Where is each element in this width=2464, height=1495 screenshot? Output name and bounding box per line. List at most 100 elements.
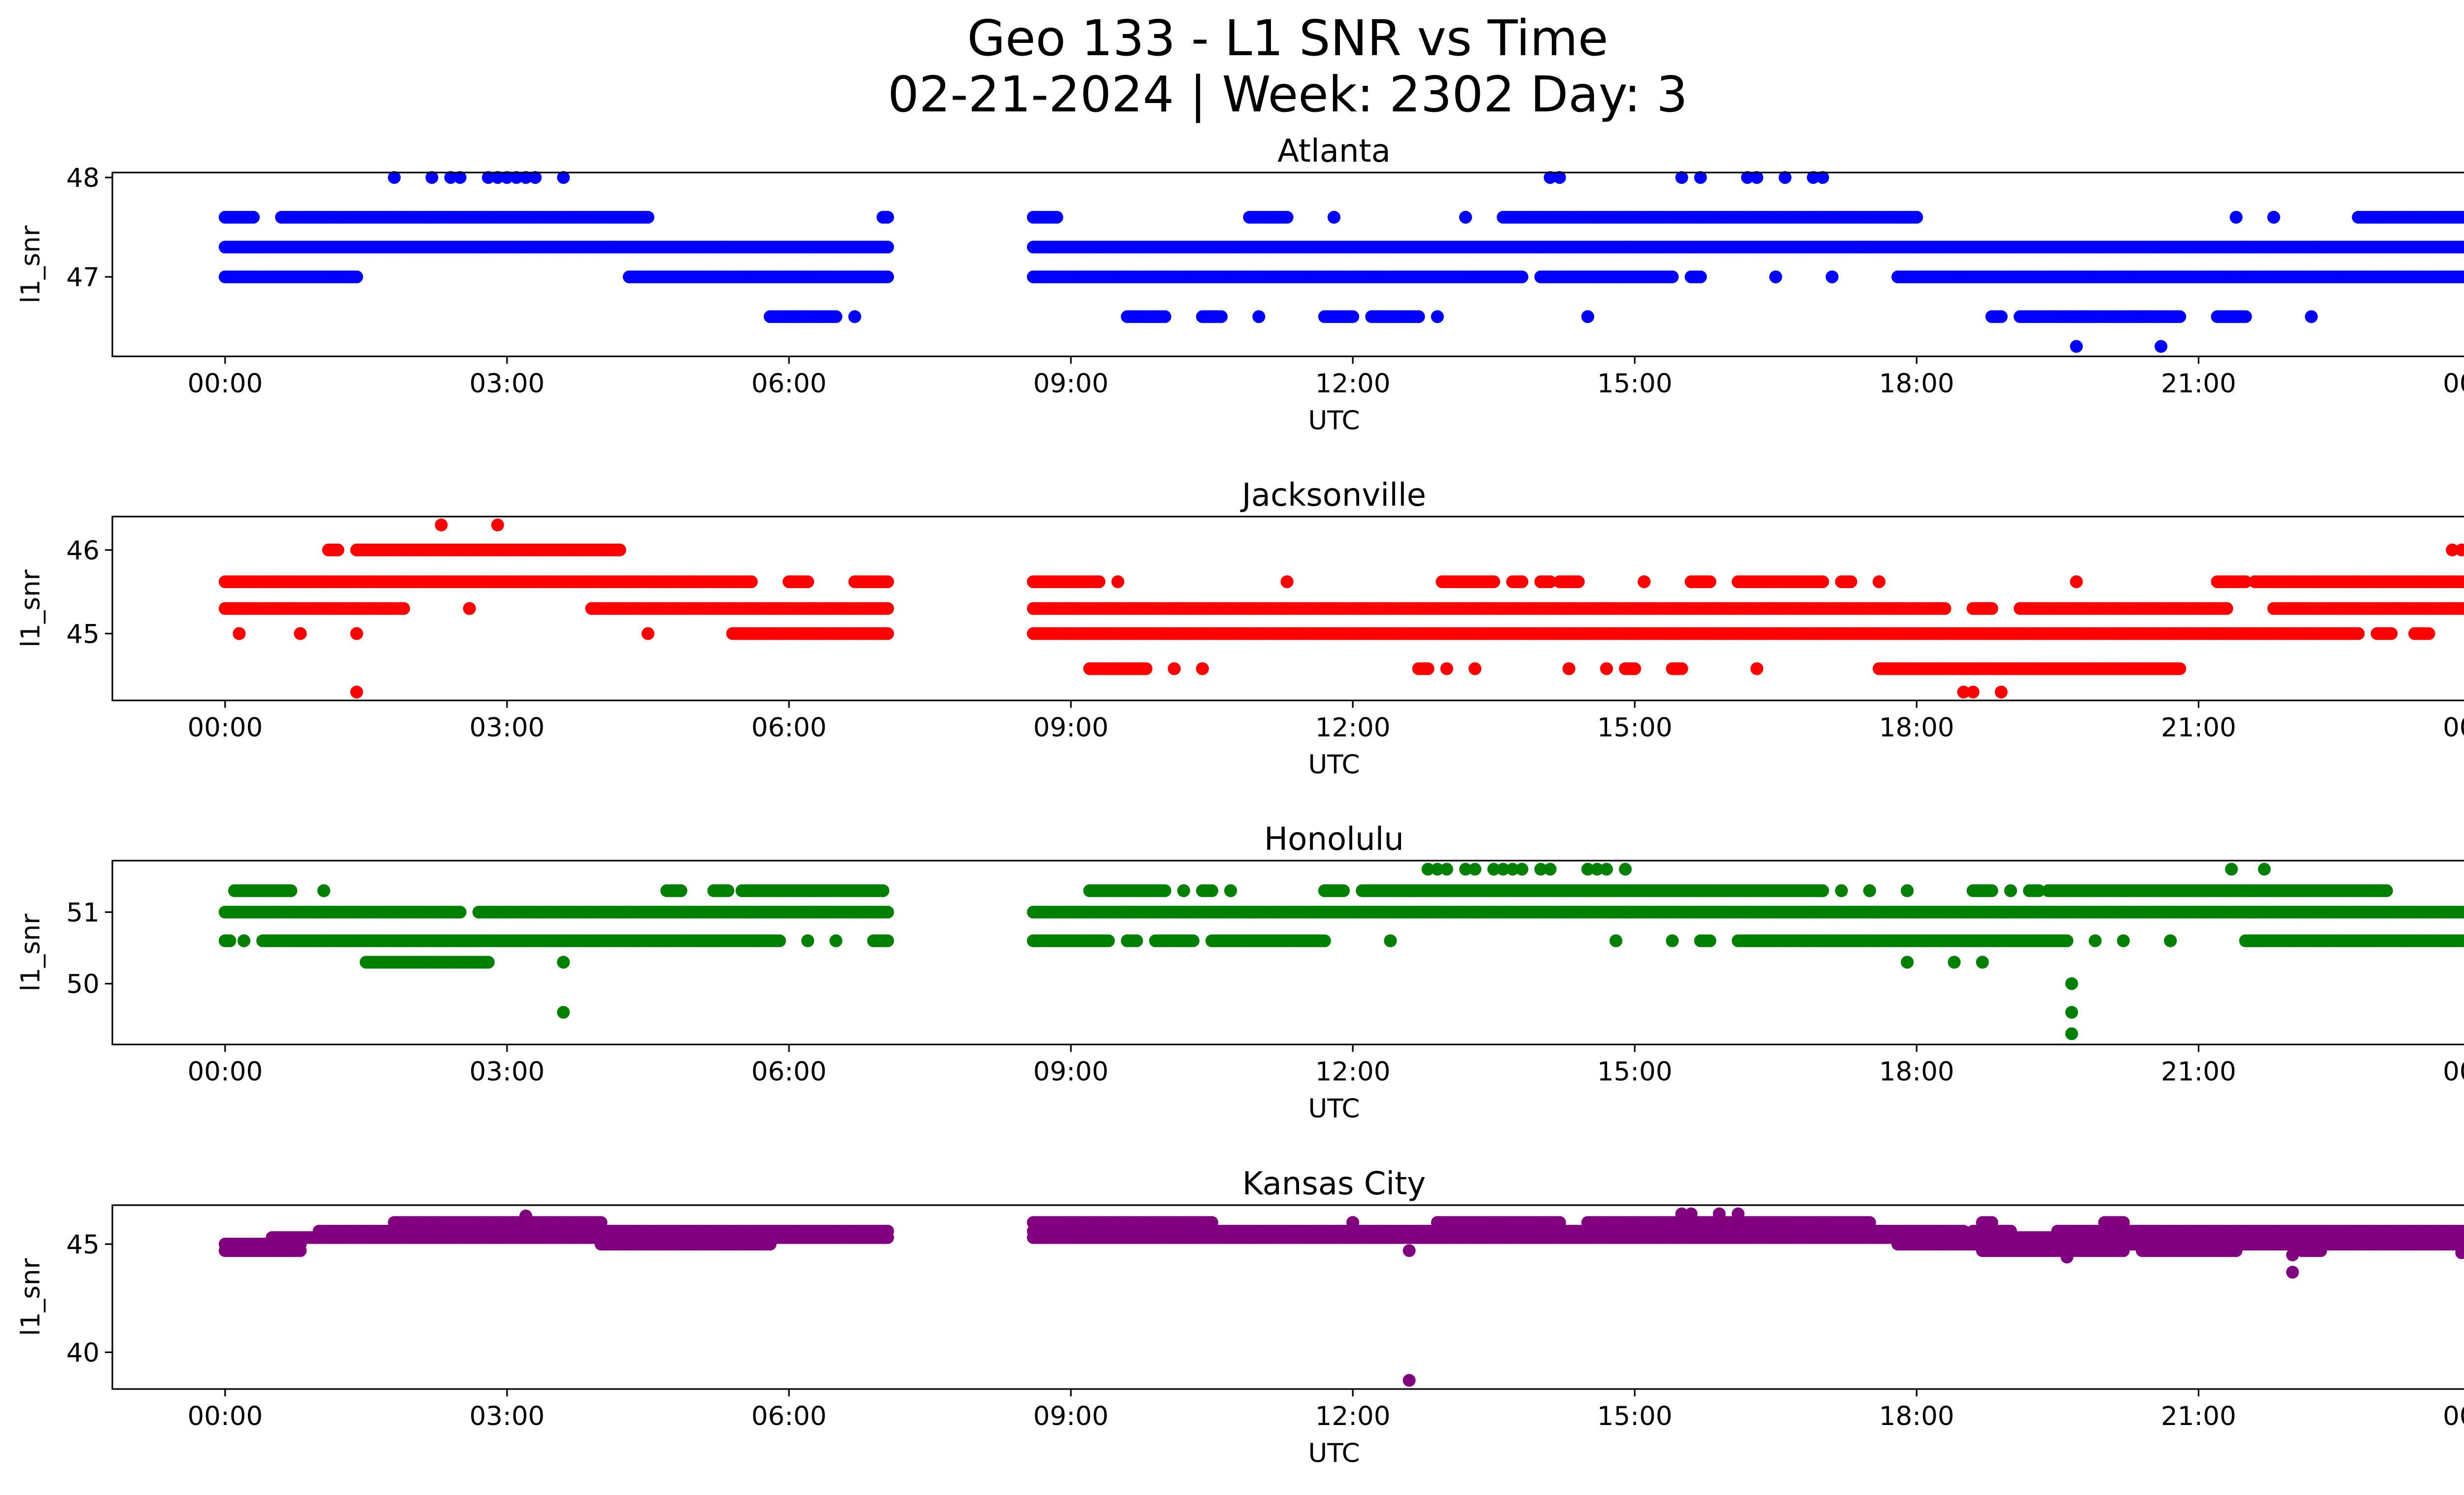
data-point <box>1835 884 1848 897</box>
data-point <box>435 519 448 531</box>
data-point <box>1985 884 1998 897</box>
data-point <box>2305 310 2318 323</box>
data-point <box>331 543 344 556</box>
data-point <box>1863 884 1876 897</box>
data-point <box>1581 310 1594 323</box>
data-point <box>491 519 504 531</box>
x-axis-label-atlanta: UTC <box>1308 406 1360 436</box>
data-point <box>876 884 890 897</box>
data-point <box>2352 627 2365 640</box>
data-point <box>284 884 298 897</box>
data-point <box>1994 310 2008 323</box>
x-tick-label: 00:00 <box>2443 369 2464 399</box>
data-point <box>881 602 894 615</box>
x-tick-label: 00:00 <box>187 369 263 399</box>
data-point <box>674 884 687 897</box>
data-point <box>1553 171 1566 184</box>
data-points-atlanta <box>218 171 2464 353</box>
subplot-title-honolulu: Honolulu <box>1264 821 1404 858</box>
data-point <box>881 270 894 283</box>
y-tick-label: 46 <box>67 536 100 566</box>
data-point <box>881 575 894 589</box>
data-point <box>1816 575 1829 589</box>
data-point <box>294 627 307 640</box>
data-point <box>1741 171 1754 184</box>
x-tick-label: 21:00 <box>2161 713 2236 743</box>
data-point <box>1412 310 1425 323</box>
data-point <box>2155 340 2168 353</box>
data-point <box>529 171 542 184</box>
data-point <box>1224 884 1237 897</box>
data-point <box>1910 210 1923 224</box>
data-point <box>1205 884 1219 897</box>
data-point <box>1966 686 1980 698</box>
data-point <box>2462 272 2464 282</box>
data-point <box>1675 662 1688 675</box>
data-point <box>350 270 363 283</box>
data-point <box>453 905 467 919</box>
data-point <box>2229 210 2243 224</box>
data-point <box>481 171 495 184</box>
data-point <box>1280 575 1294 589</box>
data-point <box>613 543 626 556</box>
data-point <box>881 210 894 224</box>
data-point <box>2462 212 2464 222</box>
data-point <box>2070 575 2083 589</box>
data-point <box>2004 884 2017 897</box>
data-point <box>388 171 401 184</box>
data-point <box>1750 171 1764 184</box>
x-tick-label: 15:00 <box>1597 369 1673 399</box>
data-point <box>1158 884 1171 897</box>
x-tick-label: 06:00 <box>752 713 827 743</box>
data-point <box>1139 662 1153 675</box>
data-point <box>1600 662 1613 675</box>
figure-title-line-2: 02-21-2024 | Week: 2302 Day: 3 <box>888 66 1687 123</box>
data-point <box>317 884 331 897</box>
data-point <box>1816 884 1829 897</box>
data-point <box>801 575 815 589</box>
data-point <box>1252 310 1266 323</box>
data-point <box>745 575 758 589</box>
data-point <box>2173 310 2187 323</box>
data-point <box>641 210 654 224</box>
data-point <box>1994 686 2008 698</box>
data-point <box>1459 210 1472 224</box>
data-point <box>1487 575 1501 589</box>
figure-title-line-1: Geo 133 - L1 SNR vs Time <box>967 9 1608 67</box>
data-point <box>1628 662 1642 675</box>
data-point <box>1572 575 1585 589</box>
data-point <box>881 627 894 640</box>
data-point <box>425 171 439 184</box>
data-point <box>881 905 894 919</box>
data-points-jacksonville <box>218 519 2464 698</box>
data-point <box>1515 575 1529 589</box>
data-point <box>848 310 861 323</box>
data-point <box>223 934 237 947</box>
x-tick-label: 21:00 <box>2161 369 2236 399</box>
data-point <box>1177 884 1190 897</box>
data-point <box>2239 310 2252 323</box>
data-point <box>2422 627 2435 640</box>
data-point <box>2460 241 2464 253</box>
data-point <box>519 171 532 184</box>
data-point <box>247 210 260 224</box>
y-axis-label-jacksonville: l1_snr <box>16 569 46 647</box>
data-point <box>453 171 467 184</box>
data-point <box>1328 210 1340 224</box>
data-point <box>500 171 513 184</box>
axes-frame-atlanta <box>111 172 2464 357</box>
data-point <box>1675 171 1688 184</box>
data-point <box>2220 602 2233 615</box>
data-point <box>1469 662 1481 675</box>
x-tick-label: 03:00 <box>470 369 545 399</box>
data-point <box>1873 575 1885 589</box>
x-tick-label: 12:00 <box>1315 713 1391 743</box>
data-point <box>1431 310 1444 323</box>
data-point <box>2385 627 2398 640</box>
data-point <box>510 171 523 184</box>
data-point <box>1196 662 1209 675</box>
data-point <box>1816 171 1829 184</box>
data-point <box>350 627 363 640</box>
